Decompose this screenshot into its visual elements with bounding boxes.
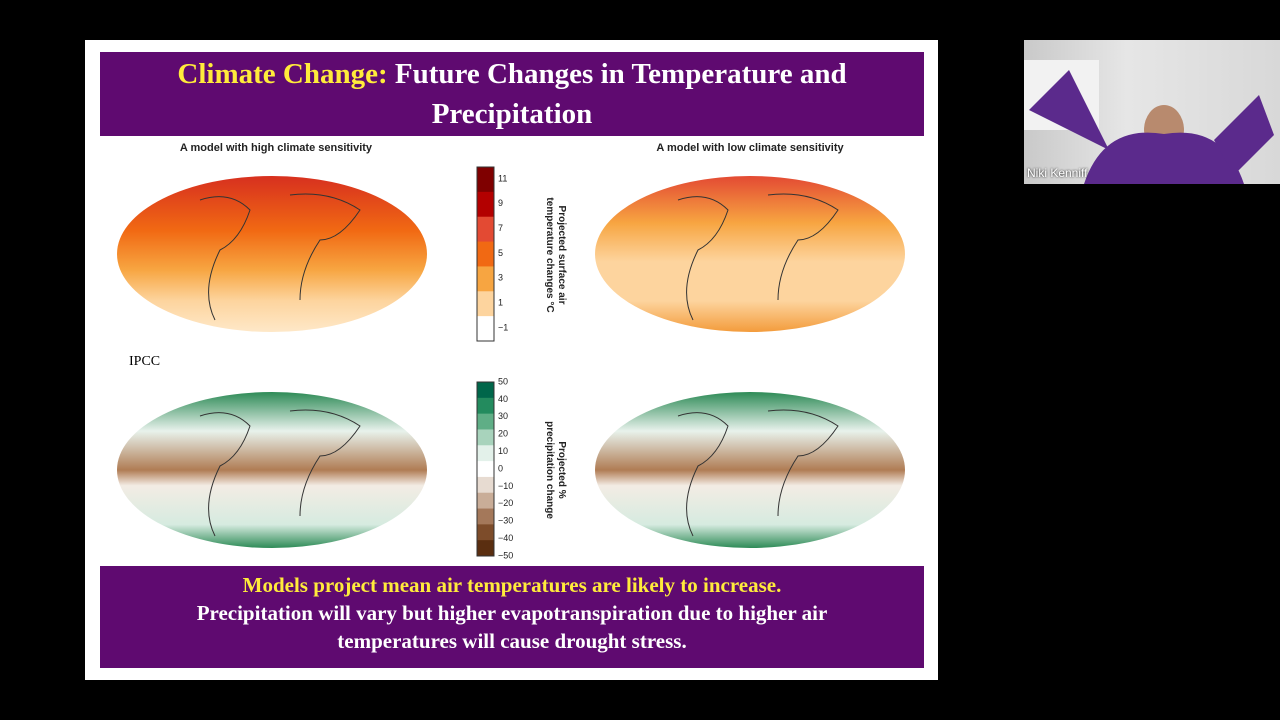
- colorbar-segment: [477, 316, 494, 342]
- continent-outlines: [199, 193, 839, 537]
- colorbar-tick-label: 50: [498, 376, 508, 386]
- temperature-map: [117, 176, 427, 332]
- colorbar-segment: [477, 540, 494, 557]
- colorbar-tick-label: 3: [498, 273, 503, 283]
- colorbar-tick-label: 9: [498, 198, 503, 208]
- colorbar-segment: [477, 476, 494, 494]
- colorbar-tick-label: −1: [498, 322, 508, 332]
- colorbar-segment: [477, 492, 494, 510]
- summary-highlight: Models project mean air temperatures are…: [242, 573, 782, 597]
- title-rest: Future Changes in Temperature and Precip…: [394, 58, 847, 130]
- colorbar-segment: [477, 266, 494, 292]
- colorbar-segment: [477, 413, 494, 430]
- label-line: precipitation change: [544, 421, 555, 519]
- colorbar-label: Projected %precipitation change: [544, 421, 567, 519]
- slide: Climate Change: Future Changes in Temper…: [85, 40, 938, 680]
- colorbar-segment: [477, 524, 494, 541]
- colorbar-segment: [477, 429, 494, 446]
- slide-title: Climate Change: Future Changes in Temper…: [100, 52, 924, 136]
- panel-label: A model with low climate sensitivity: [656, 142, 844, 154]
- colorbar-tick-label: −20: [498, 498, 513, 508]
- video-tile[interactable]: Niki Kenniff: [1024, 40, 1280, 184]
- precipitation-map: [595, 392, 905, 548]
- colorbar-tick-label: −10: [498, 481, 513, 491]
- temperature-map: [595, 176, 905, 332]
- colorbar-tick-label: 11: [498, 173, 507, 183]
- participant-name: Niki Kenniff: [1027, 166, 1088, 180]
- summary-rest: Precipitation will vary but higher evapo…: [196, 601, 828, 653]
- colorbar-tick-label: 10: [498, 446, 508, 456]
- colorbar-segment: [477, 382, 494, 399]
- label-line: Projected %: [556, 441, 567, 498]
- colorbar-tick-label: 1: [498, 298, 503, 308]
- colorbar-tick-label: 5: [498, 248, 503, 258]
- colorbar-tick-label: 7: [498, 223, 503, 233]
- precipitation-map: [117, 392, 427, 548]
- panel-label: A model with high climate sensitivity: [180, 142, 373, 154]
- colorbar-segment: [477, 461, 494, 478]
- colorbar-segment: [477, 167, 494, 193]
- label-line: Projected surface air: [556, 206, 567, 305]
- colorbar-tick-label: −40: [498, 533, 513, 543]
- colorbar-segment: [477, 291, 494, 317]
- participant-video: [1024, 60, 1274, 184]
- colorbar-segment: [477, 508, 494, 525]
- source-label: IPCC: [129, 354, 160, 369]
- colorbar-segment: [477, 445, 494, 462]
- colorbar-tick-label: 0: [498, 463, 503, 473]
- slide-summary: Models project mean air temperatures are…: [100, 566, 924, 668]
- colorbar-frame: [476, 166, 495, 342]
- colorbars: 11 9 7 5 3 1 −1 Projected surface airtemperatur…: [476, 166, 567, 560]
- colorbar-tick-label: 30: [498, 411, 508, 421]
- colorbar-label: Projected surface airtemperature changes…: [544, 197, 567, 312]
- colorbar-tick-label: −50: [498, 550, 513, 560]
- colorbar-segment: [477, 191, 494, 218]
- colorbar-segment: [477, 216, 494, 243]
- colorbar-tick-label: −30: [498, 516, 513, 526]
- colorbar-frame: [476, 381, 495, 557]
- colorbar-tick-label: 40: [498, 394, 508, 404]
- label-line: temperature changes °C: [544, 197, 555, 312]
- colorbar-segment: [477, 397, 494, 415]
- colorbar-segment: [477, 241, 494, 267]
- title-highlight: Climate Change:: [177, 58, 388, 90]
- colorbar-tick-label: 20: [498, 429, 508, 439]
